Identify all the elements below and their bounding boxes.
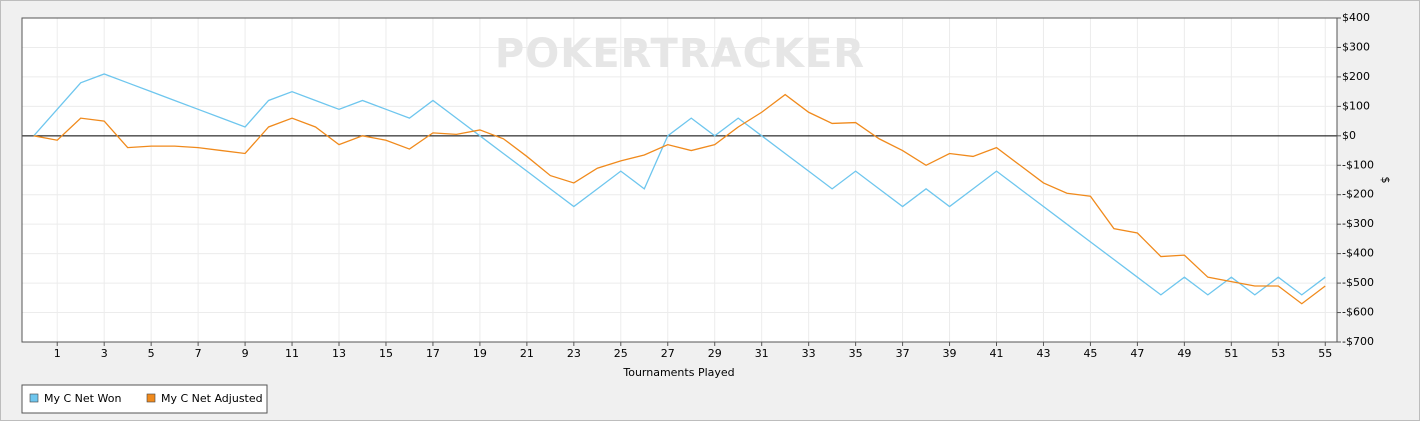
x-tick-label: 3 <box>101 347 108 360</box>
y-tick-label: -$100 <box>1342 158 1374 171</box>
y-tick-label: -$500 <box>1342 276 1374 289</box>
plot-area <box>22 18 1337 342</box>
y-tick-label: -$600 <box>1342 306 1374 319</box>
x-tick-label: 49 <box>1177 347 1191 360</box>
x-tick-label: 5 <box>148 347 155 360</box>
x-tick-label: 45 <box>1083 347 1097 360</box>
x-tick-label: 39 <box>943 347 957 360</box>
series-line <box>33 93 1326 305</box>
series-line <box>33 73 1326 296</box>
x-tick-label: 19 <box>473 347 487 360</box>
x-tick-label: 43 <box>1036 347 1050 360</box>
x-tick-label: 55 <box>1318 347 1332 360</box>
legend-swatch <box>146 393 156 403</box>
x-tick-label: 29 <box>708 347 722 360</box>
watermark: POKERTRACKER <box>495 31 865 77</box>
y-tick-label: $100 <box>1342 99 1370 112</box>
x-tick-label: 41 <box>990 347 1004 360</box>
x-tick-label: 1 <box>54 347 61 360</box>
y-axis-label: $ <box>1379 177 1392 184</box>
y-tick-label: -$300 <box>1342 217 1374 230</box>
x-tick-label: 21 <box>520 347 534 360</box>
x-tick-label: 9 <box>242 347 249 360</box>
x-tick-label: 27 <box>661 347 675 360</box>
x-tick-label: 23 <box>567 347 581 360</box>
legend-label: My C Net Won <box>44 392 121 405</box>
y-tick-label: $0 <box>1342 129 1356 142</box>
x-tick-label: 35 <box>849 347 863 360</box>
x-axis-label: Tournaments Played <box>622 366 734 379</box>
y-tick-label: -$400 <box>1342 247 1374 260</box>
x-tick-label: 33 <box>802 347 816 360</box>
x-tick-label: 25 <box>614 347 628 360</box>
y-tick-label: -$700 <box>1342 335 1374 348</box>
x-tick-label: 37 <box>896 347 910 360</box>
x-tick-label: 53 <box>1271 347 1285 360</box>
legend-swatch <box>29 393 39 403</box>
legend <box>21 384 268 414</box>
x-tick-label: 51 <box>1224 347 1238 360</box>
y-tick-label: -$200 <box>1342 188 1374 201</box>
grid <box>22 17 1337 343</box>
y-tick-label: $200 <box>1342 70 1370 83</box>
legend-items: My C Net Won My C Net Adjusted <box>29 392 263 405</box>
plot-border <box>21 17 1338 343</box>
legend-label: My C Net Adjusted <box>161 392 263 405</box>
x-tick-label: 7 <box>195 347 202 360</box>
x-tick-label: 15 <box>379 347 393 360</box>
x-tick-label: 11 <box>285 347 299 360</box>
y-tick-label: $300 <box>1342 40 1370 53</box>
plot <box>22 73 1337 305</box>
x-tick-label: 47 <box>1130 347 1144 360</box>
x-tick-label: 17 <box>426 347 440 360</box>
x-tick-label: 13 <box>332 347 346 360</box>
y-tick-label: $400 <box>1342 11 1370 24</box>
x-tick-label: 31 <box>755 347 769 360</box>
